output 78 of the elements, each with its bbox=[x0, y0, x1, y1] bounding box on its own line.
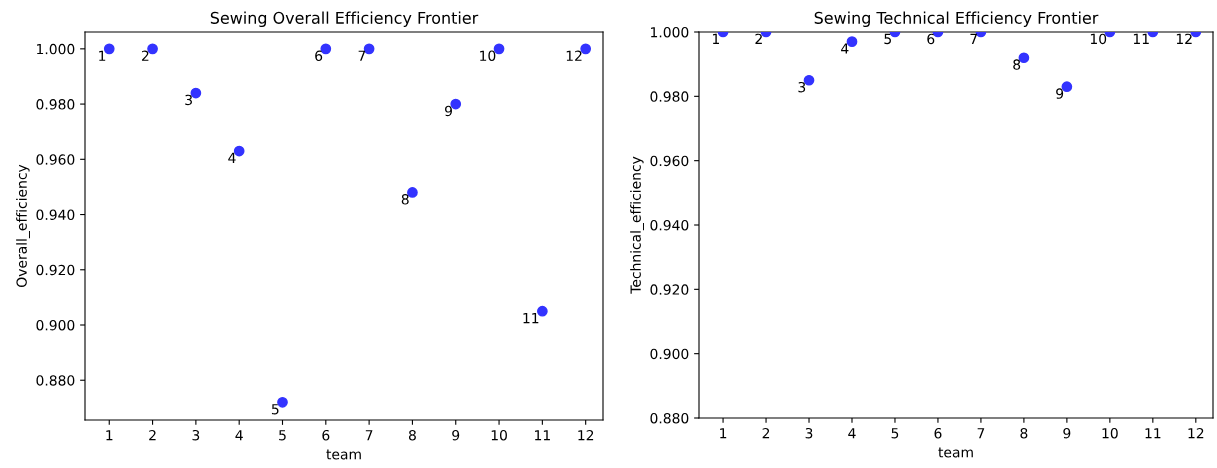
y-tick-label: 0.880 bbox=[650, 412, 689, 424]
annotation: 4 bbox=[228, 152, 236, 163]
point bbox=[103, 43, 115, 55]
x-axis-title: team bbox=[326, 449, 361, 460]
annotation: 8 bbox=[401, 194, 409, 205]
y-tick-label: 0.980 bbox=[650, 91, 689, 102]
annotation: 7 bbox=[970, 33, 977, 44]
point bbox=[320, 43, 332, 55]
point bbox=[363, 43, 375, 55]
x-tick-label: 5 bbox=[891, 428, 899, 439]
annotation: 1 bbox=[99, 50, 106, 61]
x-tick-label: 7 bbox=[977, 428, 985, 439]
point bbox=[277, 396, 288, 408]
annotation: 9 bbox=[1056, 88, 1064, 99]
y-tick-label: 0.960 bbox=[650, 155, 689, 167]
x-tick-label: 6 bbox=[934, 427, 942, 439]
y-tick-label: 0.880 bbox=[36, 375, 75, 386]
annotation: 6 bbox=[927, 33, 935, 45]
x-tick-label: 5 bbox=[279, 430, 286, 441]
x-tick-label: 1 bbox=[106, 430, 113, 441]
point bbox=[537, 305, 548, 317]
y-tick-label: 1.000 bbox=[37, 43, 75, 55]
y-tick-label: 0.900 bbox=[650, 348, 689, 360]
y-tick-label: 0.980 bbox=[36, 99, 75, 110]
annotation: 8 bbox=[1013, 59, 1021, 70]
x-tick-label: 4 bbox=[848, 428, 856, 439]
chart-title: Sewing Technical Efficiency Frontier bbox=[814, 11, 1099, 27]
y-tick-label: 1.000 bbox=[651, 26, 689, 38]
y-tick-label: 0.920 bbox=[650, 284, 689, 295]
point bbox=[407, 187, 418, 198]
x-tick-label: 8 bbox=[1020, 427, 1028, 439]
annotation: 2 bbox=[755, 33, 762, 44]
x-tick-label: 12 bbox=[578, 429, 594, 441]
y-axis-title: Overall_efficiency bbox=[16, 164, 30, 287]
x-tick-label: 8 bbox=[408, 429, 416, 441]
x-tick-label: 2 bbox=[762, 427, 770, 439]
y-tick-label: 0.900 bbox=[36, 319, 75, 331]
y-tick-label: 0.940 bbox=[650, 219, 689, 231]
x-tick-label: 6 bbox=[322, 429, 330, 441]
annotation: 10 bbox=[480, 50, 496, 61]
x-tick-label: 12 bbox=[1188, 427, 1204, 439]
annotation: 9 bbox=[445, 105, 452, 117]
chart-title: Sewing Overall Efficiency Frontier bbox=[210, 11, 479, 27]
annotation: 10 bbox=[1090, 33, 1107, 45]
point bbox=[190, 87, 202, 99]
point bbox=[580, 43, 592, 55]
x-tick-label: 10 bbox=[491, 429, 507, 441]
annotation: 11 bbox=[1133, 33, 1149, 44]
y-tick-label: 0.920 bbox=[36, 264, 75, 276]
x-tick-label: 11 bbox=[535, 430, 550, 441]
annotation: 1 bbox=[712, 33, 720, 44]
annotation: 3 bbox=[185, 94, 192, 106]
annotation: 6 bbox=[315, 50, 323, 61]
x-axis-title: team bbox=[938, 447, 973, 458]
annotation: 3 bbox=[798, 81, 806, 93]
annotation: 11 bbox=[523, 313, 539, 324]
annotation: 7 bbox=[358, 50, 366, 61]
annotation: 4 bbox=[841, 43, 849, 54]
annotation: 12 bbox=[1176, 33, 1192, 44]
y-tick-label: 0.940 bbox=[36, 209, 75, 221]
x-tick-label: 1 bbox=[720, 428, 727, 439]
x-tick-label: 11 bbox=[1145, 428, 1161, 439]
x-tick-label: 3 bbox=[192, 429, 200, 441]
y-tick-label: 0.960 bbox=[36, 154, 75, 165]
x-tick-label: 4 bbox=[235, 430, 243, 441]
x-tick-label: 2 bbox=[149, 429, 156, 441]
y-axis-title: Technical_efficiency bbox=[630, 156, 644, 294]
x-tick-label: 7 bbox=[365, 430, 373, 441]
annotation: 5 bbox=[884, 33, 891, 45]
x-tick-label: 3 bbox=[805, 427, 813, 439]
point bbox=[147, 43, 158, 55]
x-tick-label: 10 bbox=[1102, 427, 1118, 439]
annotation: 2 bbox=[141, 50, 149, 61]
annotation: 12 bbox=[566, 50, 582, 61]
x-tick-label: 9 bbox=[1063, 427, 1071, 439]
point bbox=[450, 98, 462, 110]
x-tick-label: 9 bbox=[452, 429, 460, 441]
annotation: 5 bbox=[271, 404, 279, 415]
